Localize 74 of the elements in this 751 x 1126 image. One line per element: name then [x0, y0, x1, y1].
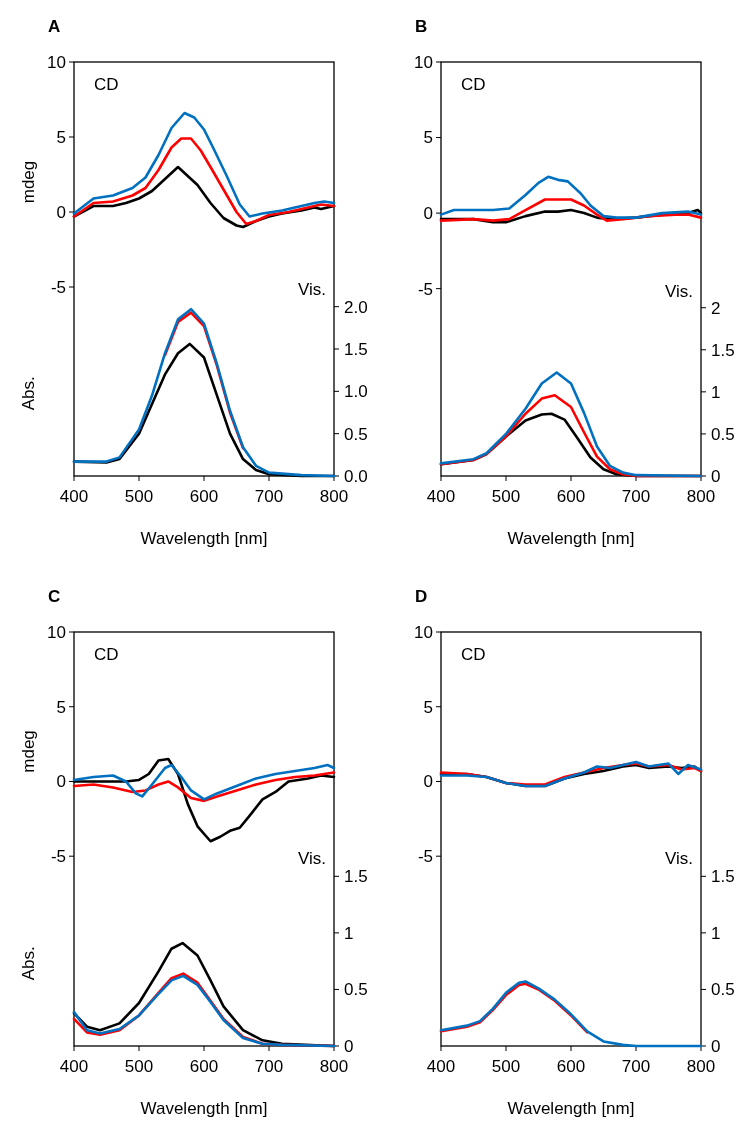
y2-tick-label: 1	[711, 382, 721, 402]
x-tick-label: 600	[556, 1057, 586, 1076]
y-tick-label: -5	[50, 277, 66, 297]
x-tick-label: 800	[686, 1057, 716, 1076]
y2-tick-label: 1	[344, 923, 354, 943]
annotation: Vis.	[664, 281, 693, 301]
x-axis-title: Wavelength [nm]	[140, 1099, 268, 1118]
y2-tick-label: 0	[344, 1036, 354, 1056]
x-tick-label: 400	[426, 487, 456, 506]
y2-tick-label: 0.0	[344, 466, 368, 486]
y2-tick-label: 0.5	[344, 424, 368, 444]
x-axis-title: Wavelength [nm]	[507, 1099, 635, 1118]
y-tick-label: 0	[56, 202, 66, 222]
chart-title: B	[415, 17, 428, 36]
x-tick-label: 500	[491, 487, 521, 506]
x-tick-label: 800	[686, 487, 716, 506]
x-tick-label: 800	[319, 1057, 349, 1076]
chart-title: D	[415, 587, 428, 606]
chart-title: A	[48, 17, 61, 36]
y-tick-label: 5	[56, 127, 66, 147]
text: Abs.	[19, 376, 38, 411]
y2-tick-label: 2.0	[344, 297, 368, 317]
x-tick-label: 500	[491, 1057, 521, 1076]
x-tick-label: 700	[621, 1057, 651, 1076]
chart-title: C	[48, 587, 61, 606]
y-tick-label: 10	[414, 52, 433, 72]
annotation: CD	[461, 75, 486, 94]
x-tick-label: 700	[254, 487, 284, 506]
y2-tick-label: 0.5	[711, 980, 735, 1000]
y2-tick-label: 1.5	[344, 339, 368, 359]
x-tick-label: 600	[189, 487, 219, 506]
y-tick-label: 5	[423, 128, 433, 148]
y-tick-label: 0	[423, 204, 433, 224]
x-tick-label: 400	[426, 1057, 456, 1076]
y-axis-title: mdeg	[19, 160, 38, 204]
x-tick-label: 700	[254, 1057, 284, 1076]
x-tick-label: 400	[59, 1057, 89, 1076]
y-axis-title: mdeg	[19, 730, 38, 773]
y2-tick-label: 1.0	[344, 382, 368, 402]
y-tick-label: 0	[423, 772, 433, 792]
x-axis-title: Wavelength [nm]	[507, 529, 635, 548]
y2-tick-label: 0.5	[344, 980, 368, 1000]
y2-tick-label: 0.5	[711, 424, 735, 444]
x-tick-label: 600	[189, 1057, 219, 1076]
x-tick-label: 600	[556, 487, 586, 506]
y-tick-label: -5	[417, 279, 433, 299]
x-tick-label: 500	[124, 487, 154, 506]
y-tick-label: 10	[47, 52, 66, 72]
y-tick-label: 10	[47, 622, 66, 642]
x-axis-title: Wavelength [nm]	[140, 529, 268, 548]
y2-tick-label: 1	[711, 923, 721, 943]
annotation: CD	[94, 645, 119, 664]
y2-tick-label: 0	[711, 466, 721, 486]
text: Abs.	[19, 946, 38, 981]
annotation: CD	[94, 75, 119, 94]
annotation: Vis.	[664, 849, 693, 869]
x-tick-label: 700	[621, 487, 651, 506]
y2-tick-label: 2	[711, 298, 721, 318]
annotation: CD	[461, 645, 486, 664]
y-tick-label: 5	[423, 697, 433, 717]
y2-tick-label: 1.5	[344, 867, 368, 887]
y-tick-label: 0	[56, 772, 66, 792]
y-tick-label: 5	[56, 697, 66, 717]
x-tick-label: 800	[319, 487, 349, 506]
y-tick-label: 10	[414, 622, 433, 642]
y-tick-label: -5	[50, 847, 66, 867]
x-tick-label: 500	[124, 1057, 154, 1076]
y-tick-label: -5	[417, 847, 433, 867]
x-tick-label: 400	[59, 487, 89, 506]
annotation: Vis.	[297, 849, 326, 869]
y2-tick-label: 1.5	[711, 867, 735, 887]
annotation: Vis.	[297, 279, 326, 299]
y2-tick-label: 0	[711, 1036, 721, 1056]
y2-tick-label: 1.5	[711, 340, 735, 360]
